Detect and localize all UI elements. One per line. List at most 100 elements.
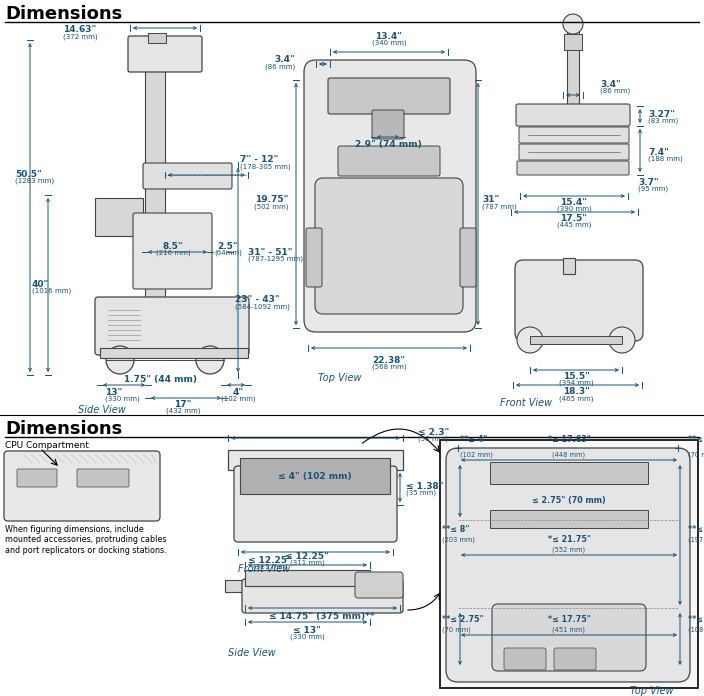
Bar [240,458,390,494]
Bar [490,510,648,528]
FancyBboxPatch shape [338,146,440,176]
Text: (340 mm): (340 mm) [372,40,406,47]
Text: Top View: Top View [630,686,674,696]
Text: 40": 40" [32,280,49,289]
Bar [245,570,370,586]
Text: **≤ 4.25": **≤ 4.25" [688,615,704,624]
FancyBboxPatch shape [554,648,596,670]
Text: (95 mm): (95 mm) [638,186,668,193]
Text: 3.4": 3.4" [275,55,295,64]
Text: ≤ 13": ≤ 13" [293,626,321,635]
Text: ≤ 12.25": ≤ 12.25" [285,552,329,561]
Text: (108 mm): (108 mm) [688,627,704,633]
Text: (58 mm): (58 mm) [418,436,448,443]
Text: 3.7": 3.7" [638,178,659,187]
Text: Top View: Top View [318,373,361,383]
Text: ≤ 1.38": ≤ 1.38" [406,482,444,491]
Text: **≤ 2.75": **≤ 2.75" [688,435,704,444]
FancyBboxPatch shape [306,228,322,287]
Text: **≤ 7.75": **≤ 7.75" [688,525,704,535]
FancyBboxPatch shape [128,36,202,72]
Text: 17.5": 17.5" [560,214,588,223]
Text: (86 mm): (86 mm) [600,88,630,95]
Text: 31": 31" [482,195,499,204]
FancyBboxPatch shape [315,178,463,314]
Text: (372 mm): (372 mm) [63,33,97,40]
Text: 14.63": 14.63" [63,25,96,34]
FancyBboxPatch shape [355,572,403,598]
Text: **≤ 8": **≤ 8" [442,525,470,535]
FancyBboxPatch shape [446,448,690,682]
Text: (448 mm): (448 mm) [553,452,586,459]
Text: (584-1092 mm): (584-1092 mm) [235,303,290,310]
Text: (330 mm): (330 mm) [105,396,140,402]
Text: (35 mm): (35 mm) [406,490,436,496]
Text: When figuring dimensions, include
mounted accessories, protruding cables
and por: When figuring dimensions, include mounte… [5,525,167,555]
FancyBboxPatch shape [516,104,630,126]
Text: 18.3": 18.3" [562,387,589,396]
Text: (102 mm): (102 mm) [220,396,256,402]
Text: (83 mm): (83 mm) [648,118,678,125]
Text: 13": 13" [105,388,122,397]
FancyBboxPatch shape [372,110,404,139]
Text: (64mm): (64mm) [214,250,242,257]
Text: (70 mm): (70 mm) [442,627,471,633]
FancyBboxPatch shape [515,260,643,341]
Text: (451 mm): (451 mm) [553,627,586,633]
Text: Side View: Side View [228,648,276,658]
Text: 8.5": 8.5" [163,242,183,251]
Text: 15.5": 15.5" [562,372,589,381]
Text: 1.75" (44 mm): 1.75" (44 mm) [123,375,196,384]
Text: 4": 4" [232,388,244,397]
Circle shape [609,327,635,353]
Text: ≤ 4" (102 mm): ≤ 4" (102 mm) [278,471,352,480]
Text: (787-1295 mm): (787-1295 mm) [248,256,303,262]
Text: (203 mm): (203 mm) [442,537,475,544]
Text: (86 mm): (86 mm) [265,63,295,70]
Text: (502 mm): (502 mm) [253,203,288,209]
FancyBboxPatch shape [4,451,160,521]
Text: (787 mm): (787 mm) [482,203,517,209]
Text: 7.4": 7.4" [648,148,669,157]
Text: **≤ 2.75": **≤ 2.75" [442,615,484,624]
Text: (390 mm): (390 mm) [557,206,591,212]
Text: (568 mm): (568 mm) [372,364,406,370]
Text: (70 mm): (70 mm) [688,452,704,459]
Text: (1283 mm): (1283 mm) [15,178,54,184]
Text: 31" - 51": 31" - 51" [248,248,292,257]
Bar [228,450,403,470]
Text: ≤ 12.25": ≤ 12.25" [248,556,292,565]
Text: ≤ 14.75" (375 mm)**: ≤ 14.75" (375 mm)** [269,612,375,621]
Text: (216 mm): (216 mm) [156,250,190,257]
Text: CPU Compartment: CPU Compartment [5,441,89,450]
Text: *≤ 17.63": *≤ 17.63" [548,435,591,444]
Bar [563,258,575,274]
Text: 7" - 12": 7" - 12" [240,155,278,164]
FancyBboxPatch shape [143,163,232,189]
FancyBboxPatch shape [460,228,476,287]
Text: **≤ 4": **≤ 4" [460,435,487,444]
Text: (178-305 mm): (178-305 mm) [240,163,291,170]
Text: (1016 mm): (1016 mm) [32,288,71,294]
Text: 23" - 43": 23" - 43" [235,295,279,304]
FancyBboxPatch shape [504,648,546,670]
Text: *≤ 21.75": *≤ 21.75" [548,535,591,544]
Text: *≤ 17.75": *≤ 17.75" [548,615,591,624]
Text: Dimensions: Dimensions [5,5,122,23]
Bar [145,58,165,335]
Bar [95,198,143,236]
Bar [225,580,245,592]
Text: (188 mm): (188 mm) [648,156,683,162]
Bar [530,336,622,344]
FancyBboxPatch shape [17,469,57,487]
Text: (311 mm): (311 mm) [289,560,325,567]
Text: Dimensions: Dimensions [5,420,122,438]
Text: 2.5": 2.5" [218,242,239,251]
FancyBboxPatch shape [242,579,403,613]
FancyBboxPatch shape [492,604,646,671]
Text: (394 mm): (394 mm) [559,380,593,386]
Text: 15.4": 15.4" [560,198,588,207]
FancyBboxPatch shape [95,297,249,355]
Bar [440,440,698,688]
Text: (432 mm): (432 mm) [165,408,200,415]
